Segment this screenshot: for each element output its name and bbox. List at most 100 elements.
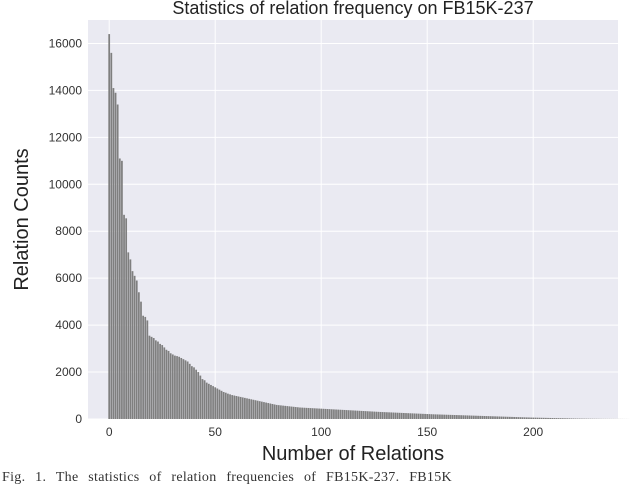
bar — [288, 406, 291, 419]
bar — [375, 411, 378, 419]
y-tick-label: 2000 — [55, 365, 82, 379]
bar — [424, 413, 426, 419]
bar — [515, 417, 518, 419]
bar — [413, 413, 416, 419]
bar — [214, 387, 217, 419]
bar — [294, 407, 297, 419]
bar — [140, 301, 142, 419]
y-tick-label: 10000 — [49, 177, 83, 191]
y-tick-label: 12000 — [49, 130, 83, 144]
bar — [417, 413, 420, 419]
bar — [218, 389, 221, 419]
bar — [305, 407, 308, 419]
bar — [481, 415, 484, 419]
bar — [154, 340, 157, 419]
bar — [326, 409, 329, 419]
plot-background — [88, 20, 618, 419]
bar — [303, 407, 306, 419]
bar — [322, 408, 325, 419]
bar — [263, 402, 265, 419]
bar — [144, 316, 147, 419]
x-tick-labels: 0 50 100 150 200 — [106, 425, 544, 439]
bar — [419, 413, 422, 419]
bar — [557, 418, 560, 419]
bar — [352, 410, 354, 419]
bar — [171, 354, 174, 419]
bar — [241, 397, 244, 419]
x-tick-label: 100 — [311, 425, 331, 439]
bar — [523, 417, 526, 419]
bar — [521, 417, 524, 419]
bar — [337, 409, 340, 419]
bar — [555, 418, 558, 419]
bar — [201, 379, 204, 419]
bar — [343, 409, 346, 419]
bar — [191, 366, 193, 419]
bar — [299, 407, 301, 419]
bar — [254, 400, 257, 419]
bar — [379, 411, 382, 419]
bar — [360, 410, 363, 419]
bar — [159, 343, 161, 419]
bar — [430, 414, 433, 419]
bar — [227, 393, 229, 419]
bar — [466, 415, 469, 419]
bar — [148, 335, 151, 419]
chart-title: Statistics of relation frequency on FB15… — [172, 0, 533, 18]
bar — [443, 414, 446, 419]
y-axis-title: Relation Counts — [11, 148, 33, 290]
bar — [415, 413, 418, 419]
bar — [282, 405, 284, 419]
bar — [358, 410, 361, 419]
bar — [485, 416, 488, 419]
bar — [489, 416, 492, 419]
bar — [517, 417, 520, 419]
bar — [176, 356, 178, 419]
bar — [239, 396, 242, 419]
bar — [407, 413, 409, 419]
bar — [256, 400, 259, 419]
bar — [121, 160, 123, 419]
bar — [434, 414, 437, 419]
bar — [193, 367, 195, 419]
bar — [502, 416, 505, 419]
y-tick-label: 14000 — [49, 83, 83, 97]
bar — [553, 418, 556, 419]
bar — [301, 407, 303, 419]
bar — [108, 34, 111, 420]
y-tick-label: 16000 — [49, 36, 83, 50]
bar — [472, 415, 475, 419]
bar — [453, 415, 456, 419]
bar — [386, 412, 388, 419]
bar — [188, 363, 191, 419]
bar — [568, 418, 571, 419]
bar — [131, 271, 134, 419]
bar — [483, 415, 486, 419]
bar — [197, 372, 200, 419]
bar — [496, 416, 499, 419]
bar — [146, 320, 149, 419]
bar — [150, 336, 153, 419]
bar — [449, 414, 452, 419]
bar — [297, 407, 299, 419]
bar — [403, 412, 405, 419]
y-tick-label: 6000 — [55, 271, 82, 285]
bar — [114, 92, 117, 420]
bar — [519, 417, 522, 419]
bar — [165, 349, 168, 419]
bar — [248, 398, 250, 419]
y-tick-label: 8000 — [55, 224, 82, 238]
bar — [551, 418, 554, 419]
bar — [244, 397, 246, 419]
bar — [184, 360, 187, 419]
bar — [118, 158, 121, 419]
bar — [320, 408, 323, 419]
bar — [534, 417, 537, 419]
bar — [350, 410, 352, 419]
bar — [513, 416, 515, 419]
bar — [572, 418, 575, 419]
bar — [280, 405, 282, 419]
bar — [138, 292, 140, 419]
bar — [400, 412, 403, 419]
bar — [462, 415, 465, 419]
